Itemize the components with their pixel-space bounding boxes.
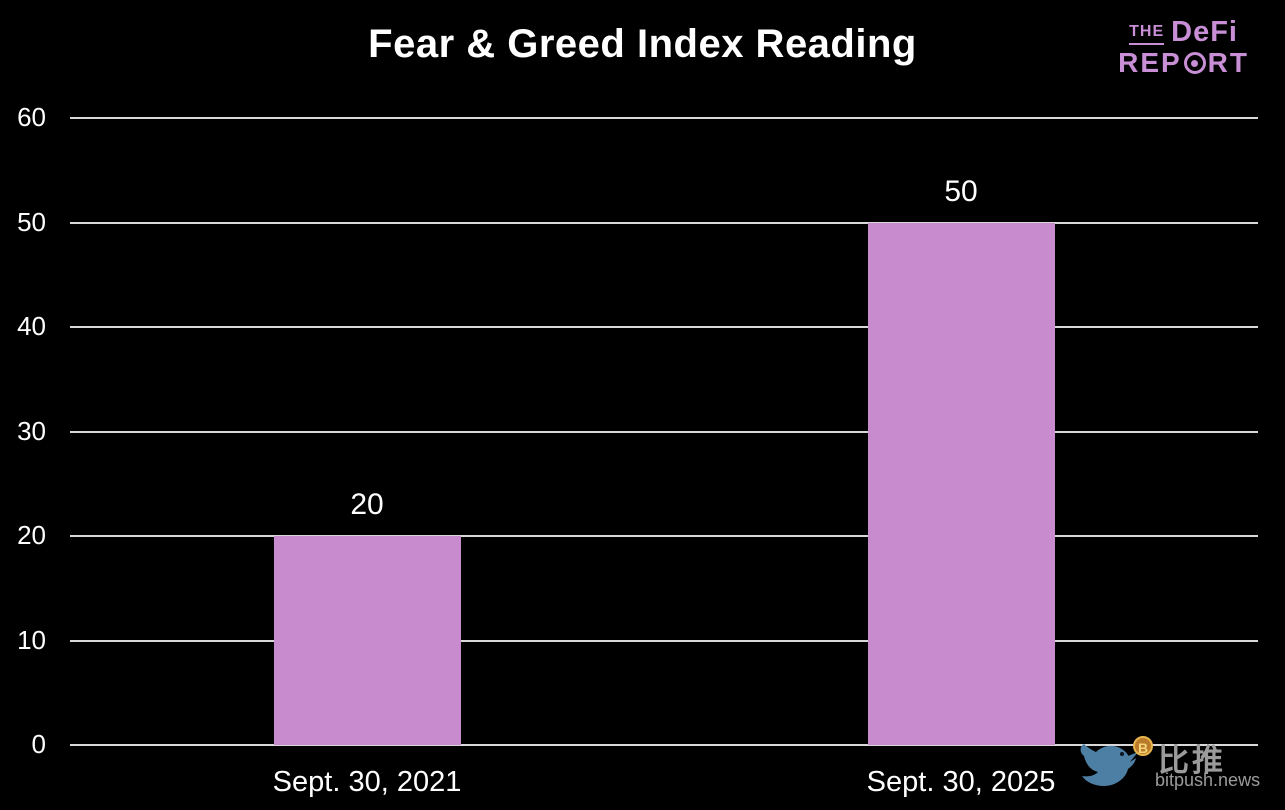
y-axis-tick-label: 30 <box>17 415 46 446</box>
bar-value-label: 20 <box>350 488 384 521</box>
y-axis-tick-label: 0 <box>31 728 46 759</box>
gridline <box>70 639 1258 642</box>
defi-report-logo: THE DeFi REP RT <box>1118 18 1249 77</box>
gridline <box>70 117 1258 119</box>
bullseye-icon <box>1183 52 1206 74</box>
logo-report-post: RT <box>1207 47 1249 78</box>
logo-report-pre: REP <box>1118 47 1182 78</box>
y-axis-tick-label: 40 <box>17 310 46 341</box>
y-axis-tick-label: 20 <box>17 519 46 550</box>
logo-top-line: THE DeFi <box>1118 18 1249 47</box>
gridline <box>70 535 1258 537</box>
bar <box>867 222 1055 745</box>
bird-icon <box>1080 744 1138 786</box>
x-axis-category-label: Sept. 30, 2025 <box>866 766 1056 798</box>
logo-report-label: REP RT <box>1118 49 1249 77</box>
bar-value-label: 50 <box>944 174 978 208</box>
bitpush-cn-label: 比推 <box>1158 743 1226 778</box>
logo-defi-label: DeFi <box>1171 16 1238 48</box>
bitcoin-icon: B <box>1133 736 1153 756</box>
bitpush-watermark: B 比推 bitpush.news <box>1078 732 1278 802</box>
bar <box>273 536 461 745</box>
x-axis-category-label: Sept. 30, 2021 <box>272 766 462 798</box>
gridline <box>70 744 1258 746</box>
logo-the-label: THE <box>1129 24 1165 45</box>
gridline <box>70 326 1258 328</box>
bullseye-dot <box>1191 59 1199 67</box>
y-axis-tick-label: 60 <box>17 101 46 132</box>
y-axis-tick-label: 10 <box>17 624 46 655</box>
y-axis-tick-label: 50 <box>17 206 46 237</box>
bitpush-site-label: bitpush.news <box>1155 770 1261 790</box>
chart-title: Fear & Greed Index Reading <box>368 22 917 66</box>
gridline <box>70 221 1258 224</box>
gridline <box>70 430 1258 433</box>
